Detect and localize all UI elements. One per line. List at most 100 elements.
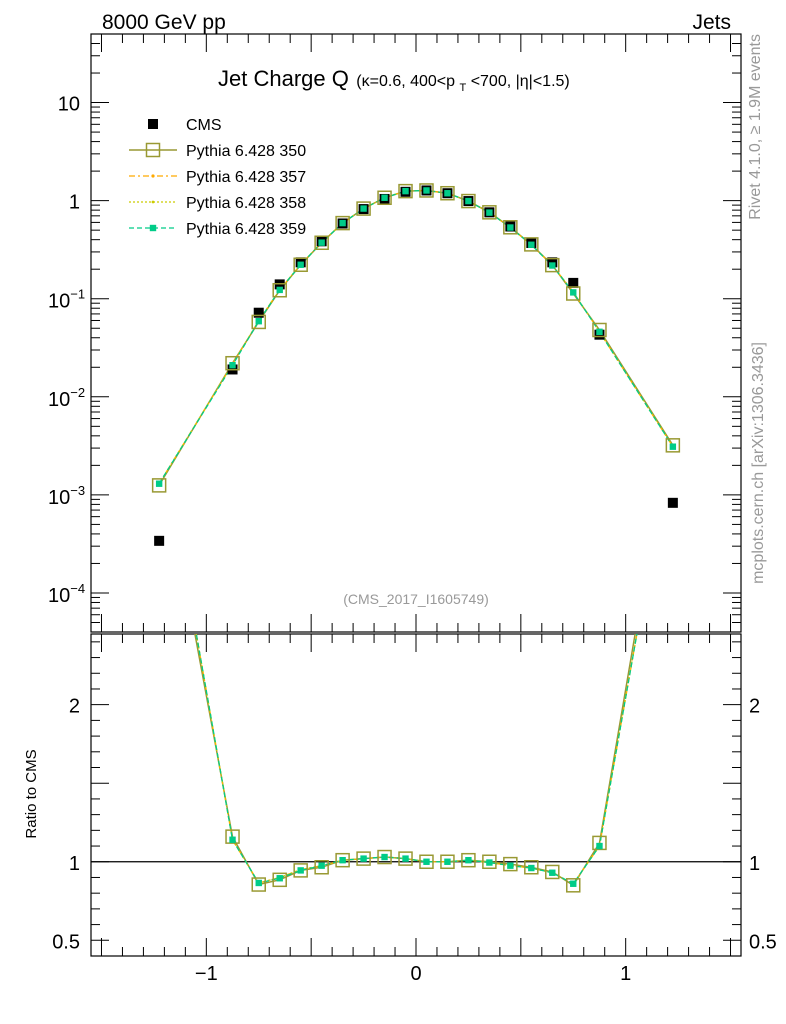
p350-point	[335, 215, 350, 231]
legend-marker-p357	[151, 174, 155, 178]
p359-point	[255, 317, 262, 325]
legend-label-p357: Pythia 6.428 357	[186, 169, 306, 186]
p350-point	[356, 201, 371, 216]
ratio-y-axis: 0.5 0.5 1 1 2 2	[52, 641, 777, 957]
p350-point	[592, 322, 607, 338]
ratio-p359-point	[297, 867, 304, 874]
ratio-p350-point	[440, 854, 455, 870]
ratio-p359-point	[596, 842, 603, 850]
ratio-p350-point	[398, 851, 413, 866]
cms-point	[253, 307, 264, 318]
ratio-p350-point	[377, 849, 392, 865]
ratio-p359-point	[570, 880, 577, 887]
ratio-p359-point	[318, 862, 325, 869]
p350-point	[419, 183, 434, 198]
ratio-x-tick-label: −1	[195, 963, 218, 985]
ratio-p359-point	[486, 859, 493, 866]
ratio-p350-point	[419, 854, 434, 870]
header-left: 8000 GeV pp	[102, 11, 226, 34]
ratio-p359-point	[507, 862, 514, 869]
ratio-p350-point	[335, 852, 350, 868]
chart-title-sub-b: <700, |η|<1.5)	[471, 73, 570, 90]
p359-point	[465, 197, 472, 205]
p359-point	[669, 443, 677, 450]
p359-point	[318, 239, 325, 246]
ratio-p350-point	[461, 852, 476, 868]
legend-marker-p359	[149, 224, 157, 232]
y-tick-base: 10	[48, 291, 70, 313]
p359-point	[486, 209, 493, 216]
main-x-axis	[100, 34, 732, 632]
legend: CMS Pythia 6.428 350 Pythia 6.428 357 Pythi…	[129, 117, 306, 238]
ratio-p350-point	[503, 856, 518, 872]
ratio-panel-frame	[90, 633, 742, 957]
ratio-p357-point	[671, 428, 674, 431]
ratio-p359-point	[444, 858, 451, 865]
ratio-p350-point	[524, 860, 539, 875]
p350-point	[665, 438, 681, 453]
p359-point	[339, 219, 346, 227]
main-plot-area	[151, 183, 681, 546]
y-tick-base: 10	[48, 487, 70, 509]
p350-point	[482, 205, 497, 220]
p350-point	[225, 355, 240, 371]
analysis-watermark: (CMS_2017_I1605749)	[343, 591, 489, 607]
y-tick-label: 10−4	[48, 581, 85, 607]
p350-point	[503, 220, 518, 235]
p359-point	[297, 261, 304, 268]
ratio-y-tick-label-right: 0.5	[749, 931, 777, 953]
ratio-p359-point	[229, 836, 236, 843]
ratio-y-tick-label-right: 2	[749, 696, 760, 718]
p350-point	[151, 478, 167, 493]
ratio-p359-point	[670, 427, 676, 433]
y-tick-exponent: −1	[70, 287, 85, 302]
ratio-y-tick-label: 2	[69, 696, 80, 718]
p359-point	[596, 328, 603, 335]
ratio-p350-point	[225, 829, 240, 844]
ratio-p350-point	[314, 860, 329, 875]
ratio-p359-point	[156, 419, 162, 425]
ratio-p359-point	[549, 869, 556, 876]
ratio-p350-point	[293, 863, 308, 878]
chart-title-main: Jet Charge Q	[218, 66, 349, 91]
ratio-p359-point	[423, 858, 430, 865]
ratio-x-tick-label: 1	[620, 963, 631, 985]
legend-label-p350: Pythia 6.428 350	[186, 143, 306, 160]
y-tick-label: 10−3	[48, 483, 85, 509]
y-tick-label: 1	[69, 192, 80, 214]
p359-point	[507, 224, 514, 231]
rivet-label: Rivet 4.1.0, ≥ 1.9M events	[747, 34, 764, 220]
ratio-p359-point	[465, 856, 472, 864]
y-tick-exponent: −3	[70, 483, 85, 498]
p359-point	[381, 194, 388, 201]
ratio-y-tick-label: 0.5	[52, 931, 80, 953]
ratio-y-label: Ratio to CMS	[23, 749, 40, 838]
ratio-p350-point	[482, 854, 497, 870]
ratio-y-tick-label-right: 1	[749, 853, 760, 875]
legend-label-p359: Pythia 6.428 359	[186, 221, 306, 238]
ratio-p359-point	[381, 853, 388, 861]
y-tick-label: 10	[58, 94, 80, 116]
ratio-p350-point	[566, 878, 581, 893]
p359-point	[402, 187, 409, 195]
ratio-p358-point	[671, 428, 674, 431]
ratio-line-p357	[195, 634, 638, 885]
cms-point	[154, 535, 165, 546]
p350-point	[545, 257, 560, 273]
ratio-p350-point	[251, 877, 266, 892]
p350-point	[314, 235, 329, 251]
p359-point	[360, 205, 367, 212]
p359-point	[229, 362, 236, 369]
ratio-p359-point	[360, 855, 367, 862]
p350-point	[272, 283, 287, 298]
header-right: Jets	[692, 11, 731, 34]
ratio-p350-point	[592, 835, 607, 851]
p350-point	[398, 183, 413, 199]
p359-point	[276, 286, 283, 294]
ratio-line-p358	[195, 634, 638, 885]
legend-marker-p350	[145, 142, 161, 158]
chart-title: Jet Charge Q (κ=0.6, 400<p T <700, |η|<1…	[218, 66, 570, 95]
p350-point	[524, 237, 539, 252]
